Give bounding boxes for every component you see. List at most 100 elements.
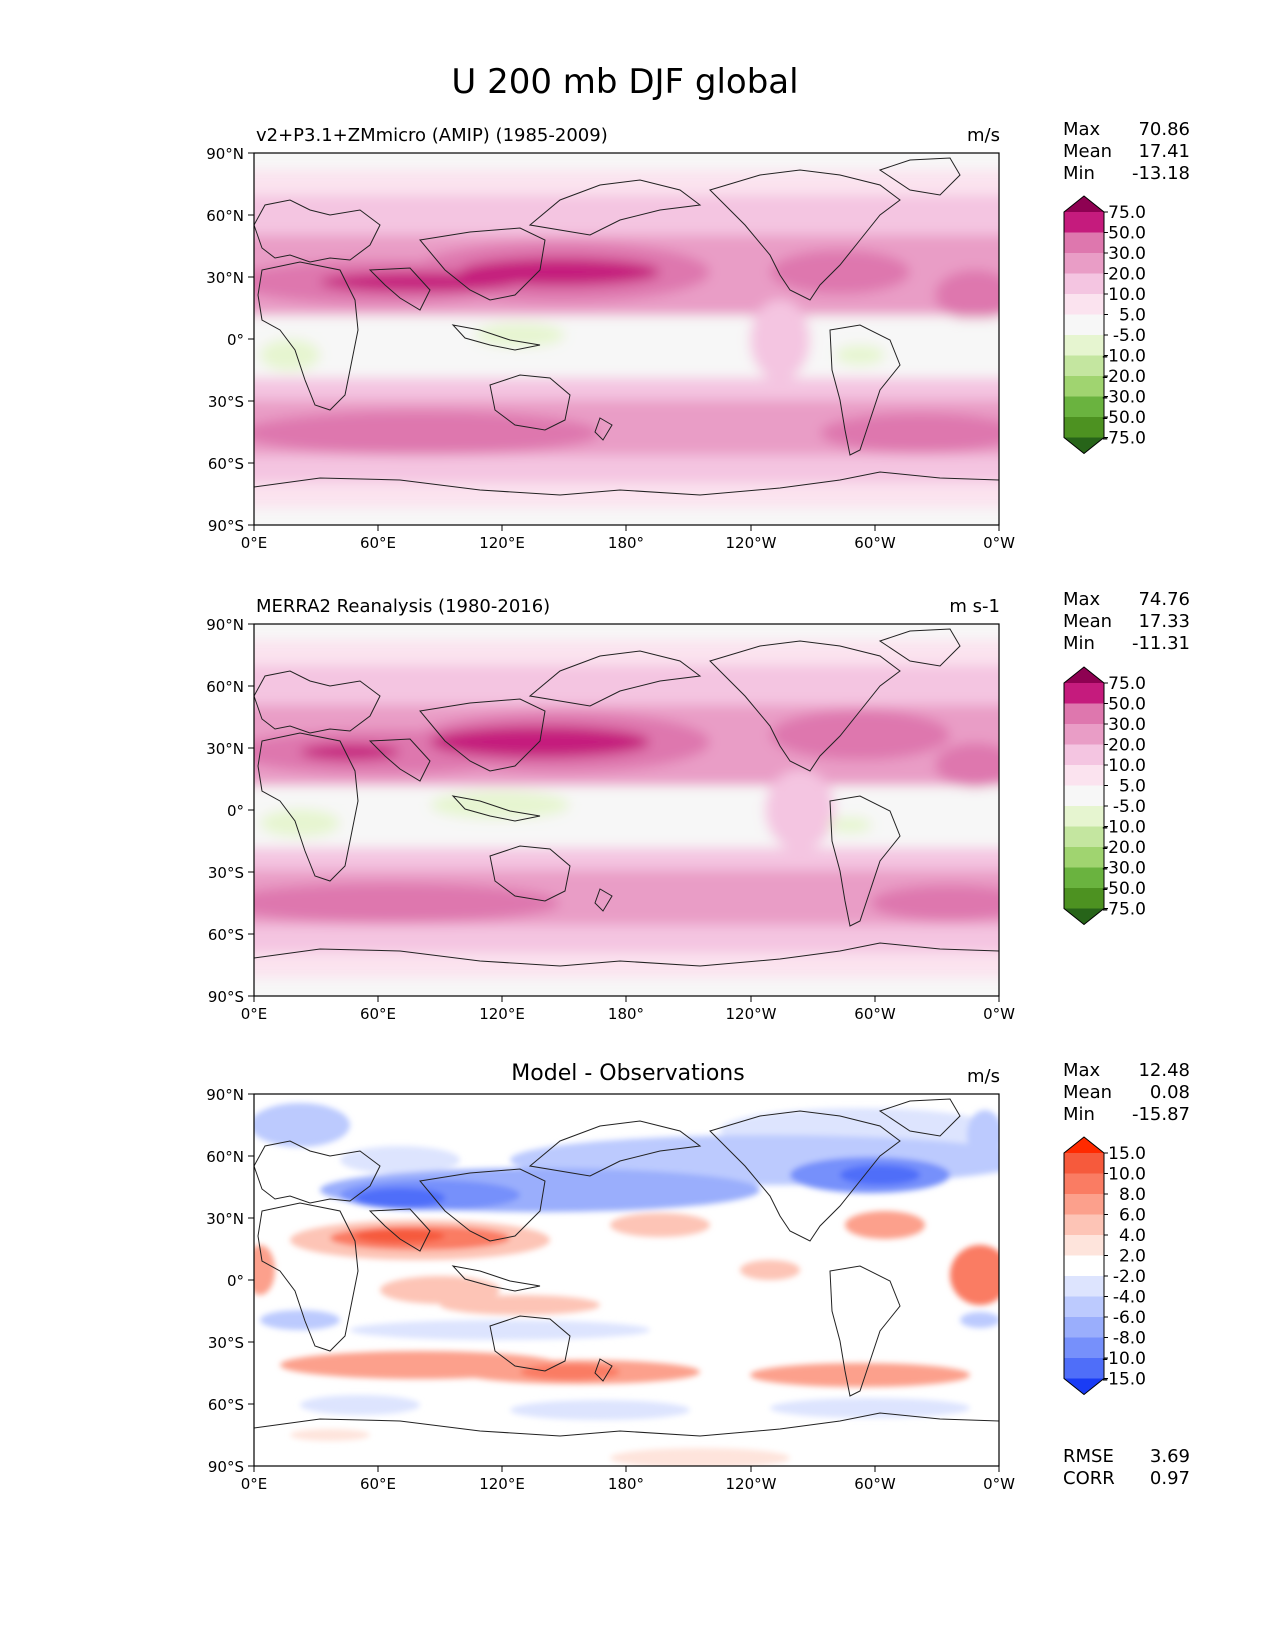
colorbar-level-label: -10.0 <box>1102 818 1146 838</box>
colorbar-level-label: 2.0 <box>1119 1247 1146 1267</box>
panel-title: MERRA2 Reanalysis (1980-2016) <box>256 596 550 617</box>
y-tick-label: 90°N <box>206 616 244 634</box>
colorbar-level-label: -10.0 <box>1102 347 1146 367</box>
colorbar-segment <box>1064 396 1104 418</box>
colorbar-level-label: 15.0 <box>1108 1144 1146 1164</box>
x-tick-label: 120°E <box>479 1005 525 1023</box>
y-tick-label: 30°S <box>208 1334 244 1352</box>
x-tick-label: 60°E <box>360 1005 396 1023</box>
x-tick-label: 0°W <box>983 534 1015 552</box>
panel-title: Model - Observations <box>511 1061 744 1086</box>
colorbar-segment <box>1064 294 1104 315</box>
colorbar: 15.010.08.06.04.02.0-2.0-4.0-6.0-8.0-10.… <box>1063 1136 1146 1396</box>
colorbar-extend-min <box>1064 437 1104 454</box>
colorbar-level-label: 50.0 <box>1108 224 1146 244</box>
x-tick-label: 120°W <box>726 1005 777 1023</box>
colorbar-segment <box>1064 1194 1104 1215</box>
coastlines <box>254 628 999 967</box>
x-tick-label: 0°E <box>241 1005 268 1023</box>
metrics-block: RMSE 3.69 CORR 0.97 <box>1063 1446 1190 1489</box>
colorbar-extend-max <box>1064 196 1104 212</box>
colorbar-level-label: -8.0 <box>1113 1329 1146 1349</box>
x-tick-label: 0°E <box>241 1475 268 1493</box>
colorbar-segment <box>1064 335 1104 356</box>
colorbar-level-label: -75.0 <box>1102 900 1146 920</box>
figure-title: U 200 mb DJF global <box>451 62 798 102</box>
colorbar-segment <box>1064 212 1104 233</box>
y-tick-label: 60°S <box>208 926 244 944</box>
colorbar-segment <box>1064 1276 1104 1297</box>
stat-label: Max <box>1063 589 1101 610</box>
colorbar-level-label: 75.0 <box>1108 674 1146 694</box>
colorbar-level-label: -2.0 <box>1113 1267 1146 1287</box>
x-tick-label: 0°W <box>983 1475 1015 1493</box>
colorbar-segment <box>1064 1153 1104 1174</box>
colorbar-segment <box>1064 1214 1104 1236</box>
colorbar-segment <box>1064 806 1104 827</box>
colorbar-segment <box>1064 683 1104 704</box>
colorbar-segment <box>1064 1337 1104 1359</box>
colorbar-segment <box>1064 1296 1104 1318</box>
x-tick-label: 180° <box>608 1475 644 1493</box>
colorbar-segment <box>1064 355 1104 377</box>
y-tick-label: 90°S <box>208 1458 244 1476</box>
y-tick-label: 90°S <box>208 517 244 535</box>
y-tick-label: 30°S <box>208 864 244 882</box>
colorbar-segment <box>1064 867 1104 889</box>
stat-value: 70.86 <box>1138 119 1190 140</box>
y-tick-label: 60°N <box>206 207 244 225</box>
colorbar-level-label: -30.0 <box>1102 388 1146 408</box>
panel-observations: MERRA2 Reanalysis (1980-2016) m s-1 <box>206 589 1190 1023</box>
colorbar-level-label: 20.0 <box>1108 265 1146 285</box>
stat-value: 0.08 <box>1150 1082 1190 1103</box>
colorbar: 75.050.030.020.010.05.0-5.0-10.0-20.0-30… <box>1063 666 1146 926</box>
stat-label: Mean <box>1063 611 1112 632</box>
panel-model: v2+P3.1+ZMmicro (AMIP) (1985-2009) m/s <box>206 119 1190 552</box>
x-tick-label: 120°E <box>479 1475 525 1493</box>
colorbar-extend-min <box>1064 908 1104 925</box>
map-field <box>254 624 999 996</box>
colorbar: 75.050.030.020.010.05.0-5.0-10.0-20.0-30… <box>1063 195 1146 455</box>
colorbar-level-label: 30.0 <box>1108 715 1146 735</box>
x-axis: 0°E 60°E 120°E 180° 120°W 60°W 0°W <box>241 525 1015 552</box>
metric-value: 0.97 <box>1150 1468 1190 1489</box>
metric-value: 3.69 <box>1150 1446 1190 1467</box>
stat-value: -15.87 <box>1132 1104 1190 1125</box>
stat-label: Max <box>1063 1060 1101 1081</box>
x-tick-label: 60°E <box>360 534 396 552</box>
colorbar-segment <box>1064 703 1104 725</box>
x-tick-label: 60°W <box>854 534 896 552</box>
stat-value: 12.48 <box>1138 1060 1190 1081</box>
y-tick-label: 30°N <box>206 1210 244 1228</box>
x-tick-label: 0°E <box>241 534 268 552</box>
colorbar-segment <box>1064 724 1104 745</box>
x-axis: 0°E 60°E 120°E 180° 120°W 60°W 0°W <box>241 996 1015 1023</box>
stat-value: 17.33 <box>1138 611 1190 632</box>
colorbar-level-label: -4.0 <box>1113 1288 1146 1308</box>
colorbar-extend-min <box>1064 1378 1104 1395</box>
x-axis: 0°E 60°E 120°E 180° 120°W 60°W 0°W <box>241 1466 1015 1493</box>
colorbar-segment <box>1064 1173 1104 1195</box>
colorbar-level-label: 4.0 <box>1119 1226 1146 1246</box>
y-tick-label: 30°S <box>208 393 244 411</box>
colorbar-level-label: -30.0 <box>1102 859 1146 879</box>
y-tick-label: 60°N <box>206 678 244 696</box>
colorbar-segment <box>1064 253 1104 274</box>
colorbar-segment <box>1064 417 1104 438</box>
x-tick-label: 60°W <box>854 1005 896 1023</box>
x-tick-label: 0°W <box>983 1005 1015 1023</box>
y-tick-label: 60°N <box>206 1148 244 1166</box>
colorbar-level-label: -5.0 <box>1113 326 1146 346</box>
colorbar-level-label: 10.0 <box>1108 756 1146 776</box>
colorbar-extend-max <box>1064 667 1104 683</box>
colorbar-segment <box>1064 1255 1104 1277</box>
panel-difference: Model - Observations m/s <box>206 1060 1190 1493</box>
colorbar-level-label: 75.0 <box>1108 203 1146 223</box>
colorbar-level-label: 5.0 <box>1119 777 1146 797</box>
coastlines <box>254 1098 999 1437</box>
stats-block: Max 74.76 Mean 17.33 Min -11.31 <box>1063 589 1190 654</box>
colorbar-extend-max <box>1064 1137 1104 1153</box>
x-tick-label: 60°E <box>360 1475 396 1493</box>
colorbar-segment <box>1064 232 1104 254</box>
y-tick-label: 90°S <box>208 988 244 1006</box>
